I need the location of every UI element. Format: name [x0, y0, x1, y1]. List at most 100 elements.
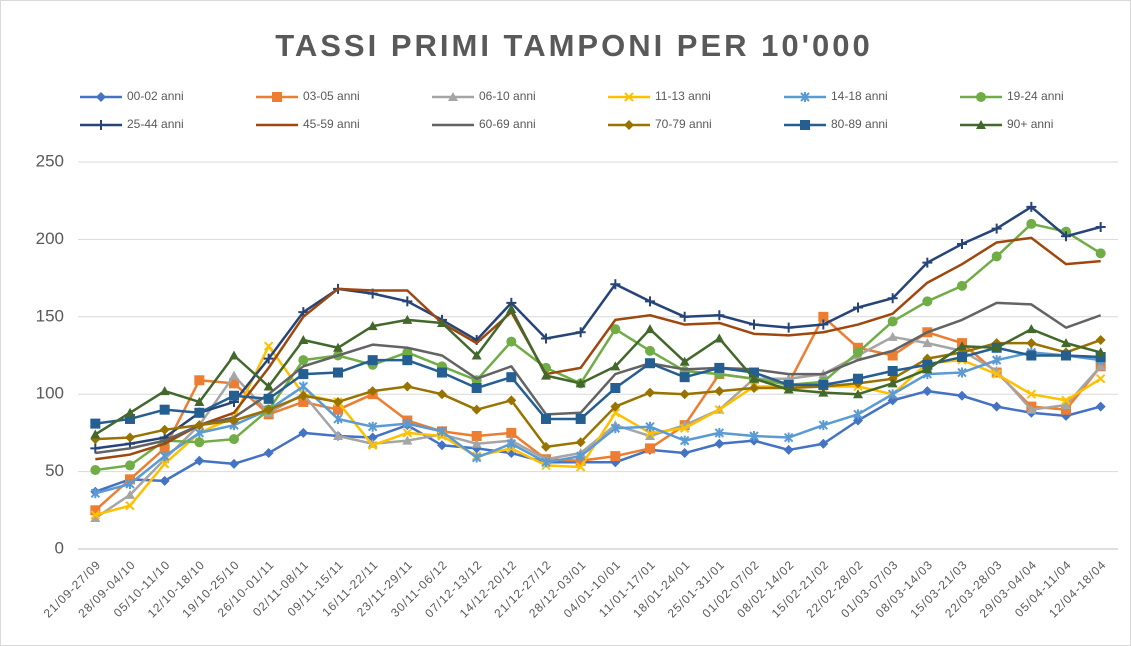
- data-point: [437, 317, 447, 327]
- data-point: [991, 251, 1002, 262]
- data-point: [194, 396, 205, 406]
- data-point: [90, 418, 101, 429]
- data-point: [367, 386, 378, 397]
- data-point: [90, 513, 101, 523]
- data-point: [159, 386, 170, 396]
- data-point: [679, 448, 690, 459]
- data-point: [298, 427, 309, 438]
- data-point: [367, 321, 378, 331]
- data-point: [263, 353, 274, 364]
- series-line: [94, 315, 1102, 512]
- data-point: [575, 437, 586, 448]
- data-point: [506, 304, 517, 314]
- data-point: [506, 395, 517, 406]
- legend-label: 19-24 anni: [1007, 89, 1064, 103]
- data-point: [541, 457, 551, 468]
- data-point: [90, 443, 101, 454]
- data-point: [90, 429, 101, 439]
- legend-marker: [800, 120, 810, 130]
- data-point: [90, 465, 101, 476]
- data-point: [125, 407, 135, 417]
- legend-label: 70-79 anni: [655, 117, 712, 131]
- data-point: [887, 350, 898, 361]
- data-point: [333, 367, 343, 378]
- y-tick-label: 150: [36, 306, 64, 325]
- data-point: [194, 437, 205, 448]
- data-point: [575, 451, 586, 462]
- data-point: [541, 413, 551, 424]
- data-point: [125, 500, 135, 511]
- data-point: [991, 369, 1002, 379]
- legend-label: 60-69 anni: [479, 117, 536, 131]
- legend-marker: [624, 92, 634, 102]
- data-point: [575, 378, 586, 388]
- data-point: [437, 426, 447, 437]
- data-point: [887, 331, 898, 341]
- data-point: [125, 478, 135, 489]
- legend-marker: [448, 92, 458, 101]
- legend-marker: [272, 92, 282, 102]
- data-point: [991, 355, 1002, 366]
- data-point: [749, 367, 759, 378]
- data-point: [194, 420, 205, 431]
- data-point: [887, 389, 898, 400]
- data-point: [402, 435, 413, 445]
- data-point: [471, 452, 482, 463]
- legend-marker: [976, 120, 986, 129]
- data-point: [367, 421, 378, 432]
- data-point: [471, 438, 482, 448]
- data-point: [818, 379, 829, 390]
- data-point: [298, 381, 309, 392]
- data-point: [333, 430, 343, 440]
- data-point: [263, 404, 274, 415]
- data-point: [159, 451, 170, 462]
- data-point: [922, 386, 933, 397]
- data-point: [402, 418, 413, 429]
- data-point: [333, 342, 343, 352]
- data-point: [610, 361, 621, 371]
- data-point: [90, 505, 101, 516]
- data-point: [749, 430, 759, 441]
- data-point: [887, 316, 898, 327]
- data-point: [159, 459, 170, 469]
- legend-label: 14-18 anni: [831, 89, 888, 103]
- data-point: [714, 427, 725, 438]
- legend-label: 25-44 anni: [127, 117, 184, 131]
- data-point: [749, 373, 759, 383]
- y-tick-label: 250: [36, 151, 64, 170]
- legend-label: 45-59 anni: [303, 117, 360, 131]
- data-point: [229, 415, 239, 426]
- data-point: [679, 356, 690, 366]
- data-point: [402, 296, 413, 307]
- series-line: [94, 389, 1101, 493]
- data-point: [194, 375, 205, 386]
- legend-label: 03-05 anni: [303, 89, 360, 103]
- data-point: [1095, 335, 1106, 346]
- data-point: [783, 322, 794, 333]
- data-point: [298, 396, 309, 407]
- y-tick-label: 0: [55, 538, 64, 557]
- data-point: [645, 443, 655, 454]
- data-point: [471, 430, 482, 441]
- legend-marker: [976, 92, 986, 102]
- data-point: [333, 413, 343, 424]
- data-point: [922, 338, 933, 348]
- data-point: [1095, 352, 1106, 363]
- data-point: [1095, 347, 1106, 357]
- data-point: [506, 336, 517, 347]
- data-point: [333, 396, 343, 407]
- data-point: [1095, 222, 1106, 233]
- data-point: [575, 413, 586, 424]
- data-point: [541, 333, 551, 344]
- data-point: [714, 362, 725, 373]
- data-point: [229, 350, 239, 360]
- data-point: [1095, 401, 1106, 412]
- legend-marker: [96, 120, 106, 130]
- y-tick-label: 50: [45, 461, 64, 480]
- data-point: [402, 428, 413, 438]
- data-point: [957, 367, 967, 378]
- data-point: [1061, 231, 1071, 242]
- y-tick-label: 200: [36, 229, 64, 248]
- y-tick-label: 100: [36, 384, 64, 403]
